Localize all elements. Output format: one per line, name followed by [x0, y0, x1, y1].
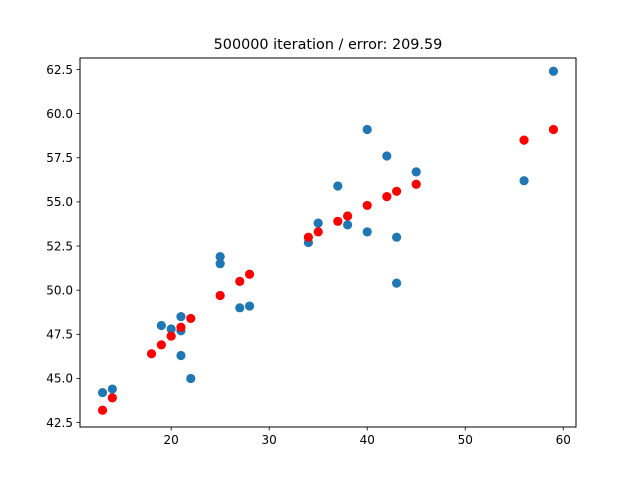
data-point-red — [235, 276, 245, 286]
data-point-blue — [411, 167, 421, 177]
data-point-blue — [362, 124, 372, 135]
x-tick-label: 40 — [360, 433, 375, 447]
data-point-blue — [244, 301, 255, 311]
y-tick-label: 45.0 — [46, 372, 73, 386]
data-point-blue — [176, 312, 186, 322]
data-point-red — [313, 227, 323, 237]
y-axis-ticks: 42.5 45.0 47.5 50.0 52.5 55.0 57.5 60.0 62.5 — [46, 63, 80, 430]
data-point-blue — [333, 181, 343, 191]
data-point-blue — [548, 66, 559, 76]
y-tick-label: 47.5 — [46, 328, 73, 342]
y-tick-label: 52.5 — [46, 239, 73, 253]
data-point-blue — [519, 176, 529, 186]
data-point-blue — [392, 278, 402, 288]
data-point-red — [519, 135, 529, 145]
data-point-blue — [186, 373, 196, 384]
data-point-blue — [382, 151, 392, 161]
data-point-red — [186, 313, 196, 324]
data-point-red — [107, 393, 117, 403]
y-tick-label: 50.0 — [46, 283, 73, 297]
data-point-blue — [392, 232, 402, 242]
data-point-blue — [313, 218, 323, 228]
data-point-red — [215, 290, 225, 301]
data-point-red — [392, 186, 402, 196]
y-tick-label: 57.5 — [46, 151, 73, 165]
data-point-red — [411, 179, 421, 189]
data-point-blue — [97, 387, 108, 398]
data-point-blue — [166, 324, 176, 334]
data-point-blue — [343, 220, 353, 230]
data-point-red — [362, 200, 372, 211]
data-point-red — [303, 232, 313, 242]
data-point-red — [343, 211, 353, 221]
data-point-blue — [215, 259, 225, 269]
data-point-red — [97, 405, 108, 415]
x-tick-label: 30 — [262, 433, 277, 447]
data-point-red — [156, 340, 166, 350]
x-tick-label: 50 — [458, 433, 473, 447]
data-point-red — [333, 216, 343, 226]
data-point-blue — [176, 350, 186, 361]
data-point-blue — [362, 227, 372, 237]
x-axis-ticks: 20 30 40 50 60 — [164, 427, 571, 447]
y-tick-label: 60.0 — [46, 107, 73, 121]
data-point-red — [244, 269, 255, 279]
x-tick-label: 60 — [556, 433, 571, 447]
data-points — [97, 66, 559, 415]
data-point-blue — [156, 320, 166, 331]
data-point-red — [382, 191, 392, 202]
chart-title: 500000 iteration / error: 209.59 — [214, 37, 443, 53]
data-point-red — [146, 349, 157, 359]
data-point-red — [176, 322, 186, 332]
y-tick-label: 42.5 — [46, 416, 73, 430]
data-point-red — [548, 124, 559, 135]
data-point-blue — [235, 303, 245, 313]
y-tick-label: 55.0 — [46, 195, 73, 209]
y-tick-label: 62.5 — [46, 63, 73, 77]
data-point-red — [166, 331, 176, 341]
data-point-blue — [107, 384, 117, 394]
data-point-blue — [215, 252, 225, 262]
x-tick-label: 20 — [164, 433, 179, 447]
plot-frame — [79, 57, 577, 428]
